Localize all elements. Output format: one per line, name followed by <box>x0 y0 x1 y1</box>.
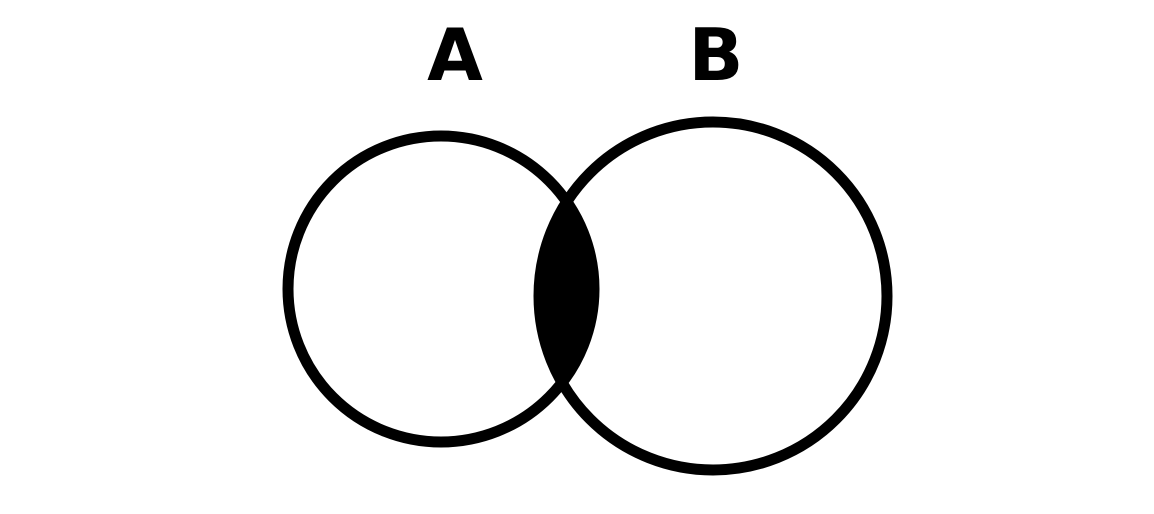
circle-a <box>282 130 600 448</box>
circle-b <box>533 116 893 476</box>
set-label-a: A <box>427 13 483 97</box>
set-label-b: B <box>689 13 744 97</box>
